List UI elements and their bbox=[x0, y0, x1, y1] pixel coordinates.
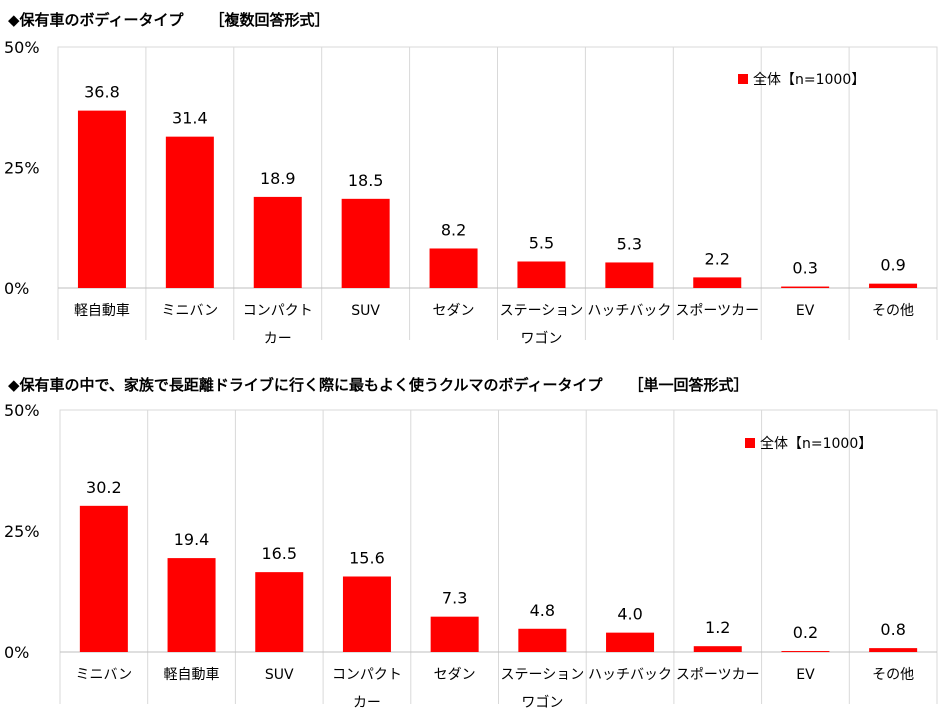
chart-2-bar bbox=[869, 648, 918, 652]
chart-1-answer-format: ［複数回答形式］ bbox=[209, 11, 330, 29]
chart-2-data-label: 7.3 bbox=[442, 589, 467, 608]
chart-1-bar bbox=[341, 198, 390, 288]
chart-1-data-label: 5.3 bbox=[617, 234, 642, 253]
chart-2-legend-label: 全体【n=1000】 bbox=[760, 435, 872, 452]
chart-1-bar bbox=[517, 261, 566, 288]
chart-1-data-label: 18.9 bbox=[260, 169, 296, 188]
chart-2-category-label: ミニバン bbox=[75, 667, 132, 683]
chart-2-bar bbox=[518, 628, 567, 652]
chart-1-data-label: 36.8 bbox=[84, 83, 120, 102]
chart-2-data-label: 0.2 bbox=[793, 623, 818, 642]
chart-1-bar bbox=[869, 283, 918, 288]
chart-1-data-label: 5.5 bbox=[529, 233, 554, 252]
chart-2-category-label: コンパクト bbox=[332, 667, 402, 683]
chart-1-category-label: ステーション bbox=[500, 303, 584, 319]
chart-1-category-label: ミニバン bbox=[161, 303, 218, 319]
chart-2-legend-swatch bbox=[745, 438, 755, 448]
chart-1-legend: 全体【n=1000】 bbox=[738, 71, 865, 88]
chart-2-bar bbox=[79, 505, 128, 652]
chart-1-data-label: 0.3 bbox=[792, 259, 817, 278]
chart-2-bar bbox=[430, 616, 479, 652]
chart-1-title: ◆保有車のボディータイプ ［複数回答形式］ bbox=[8, 11, 330, 29]
chart-1-category-label: EV bbox=[796, 303, 815, 319]
chart-1-data-label: 31.4 bbox=[172, 109, 208, 128]
chart-2-y-tick-label: 0% bbox=[4, 643, 29, 662]
chart-2-category-label: その他 bbox=[872, 667, 914, 683]
chart-1-bar bbox=[605, 262, 654, 288]
chart-2-y-tick-label: 25% bbox=[4, 522, 40, 541]
chart-1-y-tick-label: 50% bbox=[4, 38, 40, 57]
chart-1-category-label: ワゴン bbox=[520, 330, 562, 347]
chart-2-y-tick-label: 50% bbox=[4, 401, 40, 420]
chart-1-category-label: カー bbox=[264, 331, 292, 347]
chart-2-category-label: スポーツカー bbox=[676, 667, 760, 683]
chart-2-bar bbox=[342, 576, 391, 652]
chart-2-category-label: セダン bbox=[434, 667, 476, 683]
chart-2-data-label: 15.6 bbox=[349, 548, 385, 567]
chart-2-data-label: 4.0 bbox=[617, 605, 642, 624]
chart-2-legend: 全体【n=1000】 bbox=[745, 435, 872, 452]
chart-2-data-label: 4.8 bbox=[530, 601, 555, 620]
chart-2-bar bbox=[693, 646, 742, 652]
chart-2-title: ◆保有車の中で、家族で長距離ドライブに行く際に最もよく使うクルマのボディータイプ… bbox=[8, 376, 749, 394]
chart-1-category-label: ハッチバック bbox=[587, 303, 671, 319]
chart-2-data-label: 16.5 bbox=[261, 544, 297, 563]
chart-2-data-label: 30.2 bbox=[86, 478, 122, 497]
chart-1-y-tick-label: 25% bbox=[4, 159, 40, 178]
chart-1-category-label: セダン bbox=[433, 303, 475, 319]
chart-2-answer-format: ［単一回答形式］ bbox=[628, 376, 749, 394]
chart-1-category-label: SUV bbox=[351, 303, 380, 319]
chart-1-category-label: コンパクト bbox=[243, 303, 313, 319]
chart-1-y-tick-label: 0% bbox=[4, 279, 29, 298]
chart-2-category-label: ワゴン bbox=[521, 694, 563, 711]
chart-2-category-label: カー bbox=[353, 695, 381, 711]
chart-2-data-label: 0.8 bbox=[880, 620, 905, 639]
chart-1-bar bbox=[165, 136, 214, 288]
chart-2-data-label: 1.2 bbox=[705, 618, 730, 637]
chart-1-bar bbox=[77, 110, 126, 289]
chart-1-bar bbox=[781, 286, 830, 288]
chart-2-category-label: SUV bbox=[265, 667, 294, 683]
chart-1-bar bbox=[253, 196, 302, 288]
chart-2-data-label: 19.4 bbox=[174, 530, 210, 549]
chart-1-category-label: スポーツカー bbox=[675, 303, 759, 319]
chart-1-category-label: 軽自動車 bbox=[74, 302, 130, 319]
chart-2-category-label: ハッチバック bbox=[588, 667, 672, 683]
chart-1-bar bbox=[693, 277, 742, 288]
chart-2-category-label: EV bbox=[796, 667, 815, 683]
chart-2-bar bbox=[167, 558, 216, 652]
chart-1-data-label: 18.5 bbox=[348, 171, 384, 190]
chart-2-bar bbox=[781, 651, 830, 653]
chart-1-legend-swatch bbox=[738, 74, 748, 84]
chart-1-data-label: 0.9 bbox=[880, 256, 905, 275]
chart-1-bar bbox=[429, 248, 478, 288]
chart-2-category-label: ステーション bbox=[500, 667, 584, 683]
chart-2-bar bbox=[255, 572, 304, 652]
chart-1-data-label: 8.2 bbox=[441, 220, 466, 239]
chart-2-category-label: 軽自動車 bbox=[164, 666, 220, 683]
chart-1-legend-label: 全体【n=1000】 bbox=[753, 71, 865, 88]
chart-1-category-label: その他 bbox=[872, 303, 914, 319]
chart-2-bar bbox=[606, 632, 655, 652]
chart-1-data-label: 2.2 bbox=[705, 249, 730, 268]
